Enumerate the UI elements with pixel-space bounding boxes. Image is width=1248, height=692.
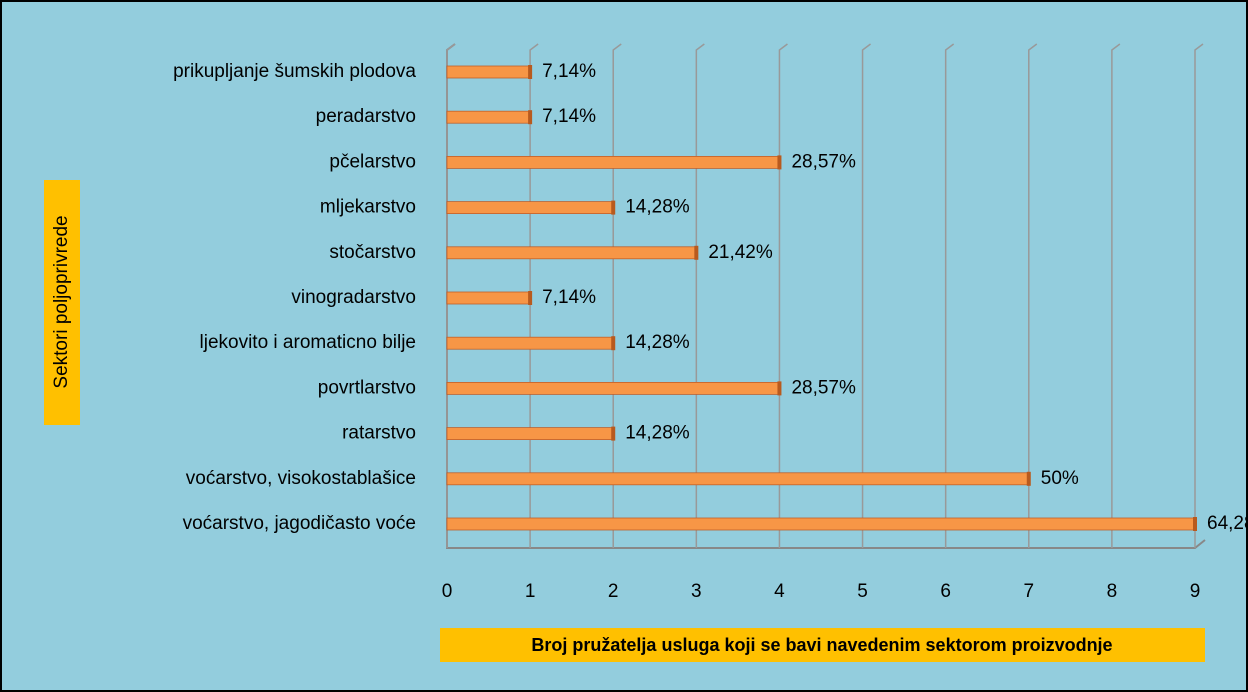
y-tick-label: mljekarstvo xyxy=(320,197,416,218)
bar xyxy=(446,427,614,441)
x-tick-label: 7 xyxy=(1023,581,1034,602)
bar-cap xyxy=(611,426,616,441)
value-label: 50% xyxy=(1041,468,1079,489)
y-axis-title: Sektori poljoprivrede xyxy=(51,215,72,388)
bar-cap xyxy=(777,155,782,170)
grid-line xyxy=(861,43,872,548)
x-tick-label: 0 xyxy=(442,581,453,602)
value-label: 7,14% xyxy=(542,287,596,308)
value-label: 28,57% xyxy=(791,151,856,172)
value-label: 21,42% xyxy=(708,242,773,263)
y-tick-label: pčelarstvo xyxy=(329,151,416,172)
y-axis-title-box xyxy=(44,180,80,425)
bar-cap xyxy=(1193,517,1197,531)
value-label: 14,28% xyxy=(625,197,690,218)
bar-cap xyxy=(528,291,533,305)
grid-line xyxy=(944,43,955,548)
y-tick-label: peradarstvo xyxy=(316,106,416,127)
y-tick-label: ratarstvo xyxy=(342,423,416,444)
bar xyxy=(446,517,1196,531)
x-tick-label: 5 xyxy=(857,581,868,602)
bar xyxy=(446,110,531,124)
value-label: 14,28% xyxy=(625,423,690,444)
x-tick-label: 3 xyxy=(691,581,702,602)
bar xyxy=(446,472,1030,486)
x-tick-label: 9 xyxy=(1190,581,1201,602)
bar-cap xyxy=(528,110,533,125)
x-axis-title: Broj pružatelja usluga koji se bavi nave… xyxy=(531,635,1112,655)
bar-cap xyxy=(1026,471,1031,486)
x-tick-label: 4 xyxy=(774,581,785,602)
bar-cap xyxy=(611,336,616,351)
grid-line xyxy=(1028,43,1038,548)
bar xyxy=(446,381,780,395)
x-tick-label: 2 xyxy=(608,581,619,602)
y-tick-label: stočarstvo xyxy=(329,242,416,263)
value-label: 14,28% xyxy=(625,332,690,353)
grid-line xyxy=(1111,43,1121,548)
value-label: 7,14% xyxy=(542,106,596,127)
y-tick-label: povrtlarstvo xyxy=(318,377,416,398)
y-tick-label: voćarstvo, jagodičasto voće xyxy=(183,513,416,534)
bar-cap xyxy=(528,65,533,79)
value-label: 7,14% xyxy=(542,61,596,82)
y-tick-label: vinogradarstvo xyxy=(291,287,416,308)
bar xyxy=(446,291,531,305)
bar-cap xyxy=(694,245,699,260)
bar xyxy=(446,65,531,79)
bar xyxy=(446,336,614,350)
bar-cap xyxy=(777,381,782,396)
x-tick-label: 1 xyxy=(525,581,536,602)
value-label: 28,57% xyxy=(791,377,856,398)
bar xyxy=(446,246,697,260)
y-tick-label: prikupljanje šumskih plodova xyxy=(173,61,416,82)
x-axis-title-box xyxy=(440,628,1205,662)
value-label: 64,28% xyxy=(1207,513,1248,534)
bar xyxy=(446,155,780,169)
y-tick-label: voćarstvo, visokostablašice xyxy=(186,468,416,489)
x-tick-label: 8 xyxy=(1107,581,1118,602)
bar-cap xyxy=(611,200,616,215)
bar xyxy=(446,201,614,215)
y-tick-label: ljekovito i aromaticno bilje xyxy=(200,332,417,353)
grid-line xyxy=(1194,43,1204,548)
x-tick-label: 6 xyxy=(940,581,951,602)
